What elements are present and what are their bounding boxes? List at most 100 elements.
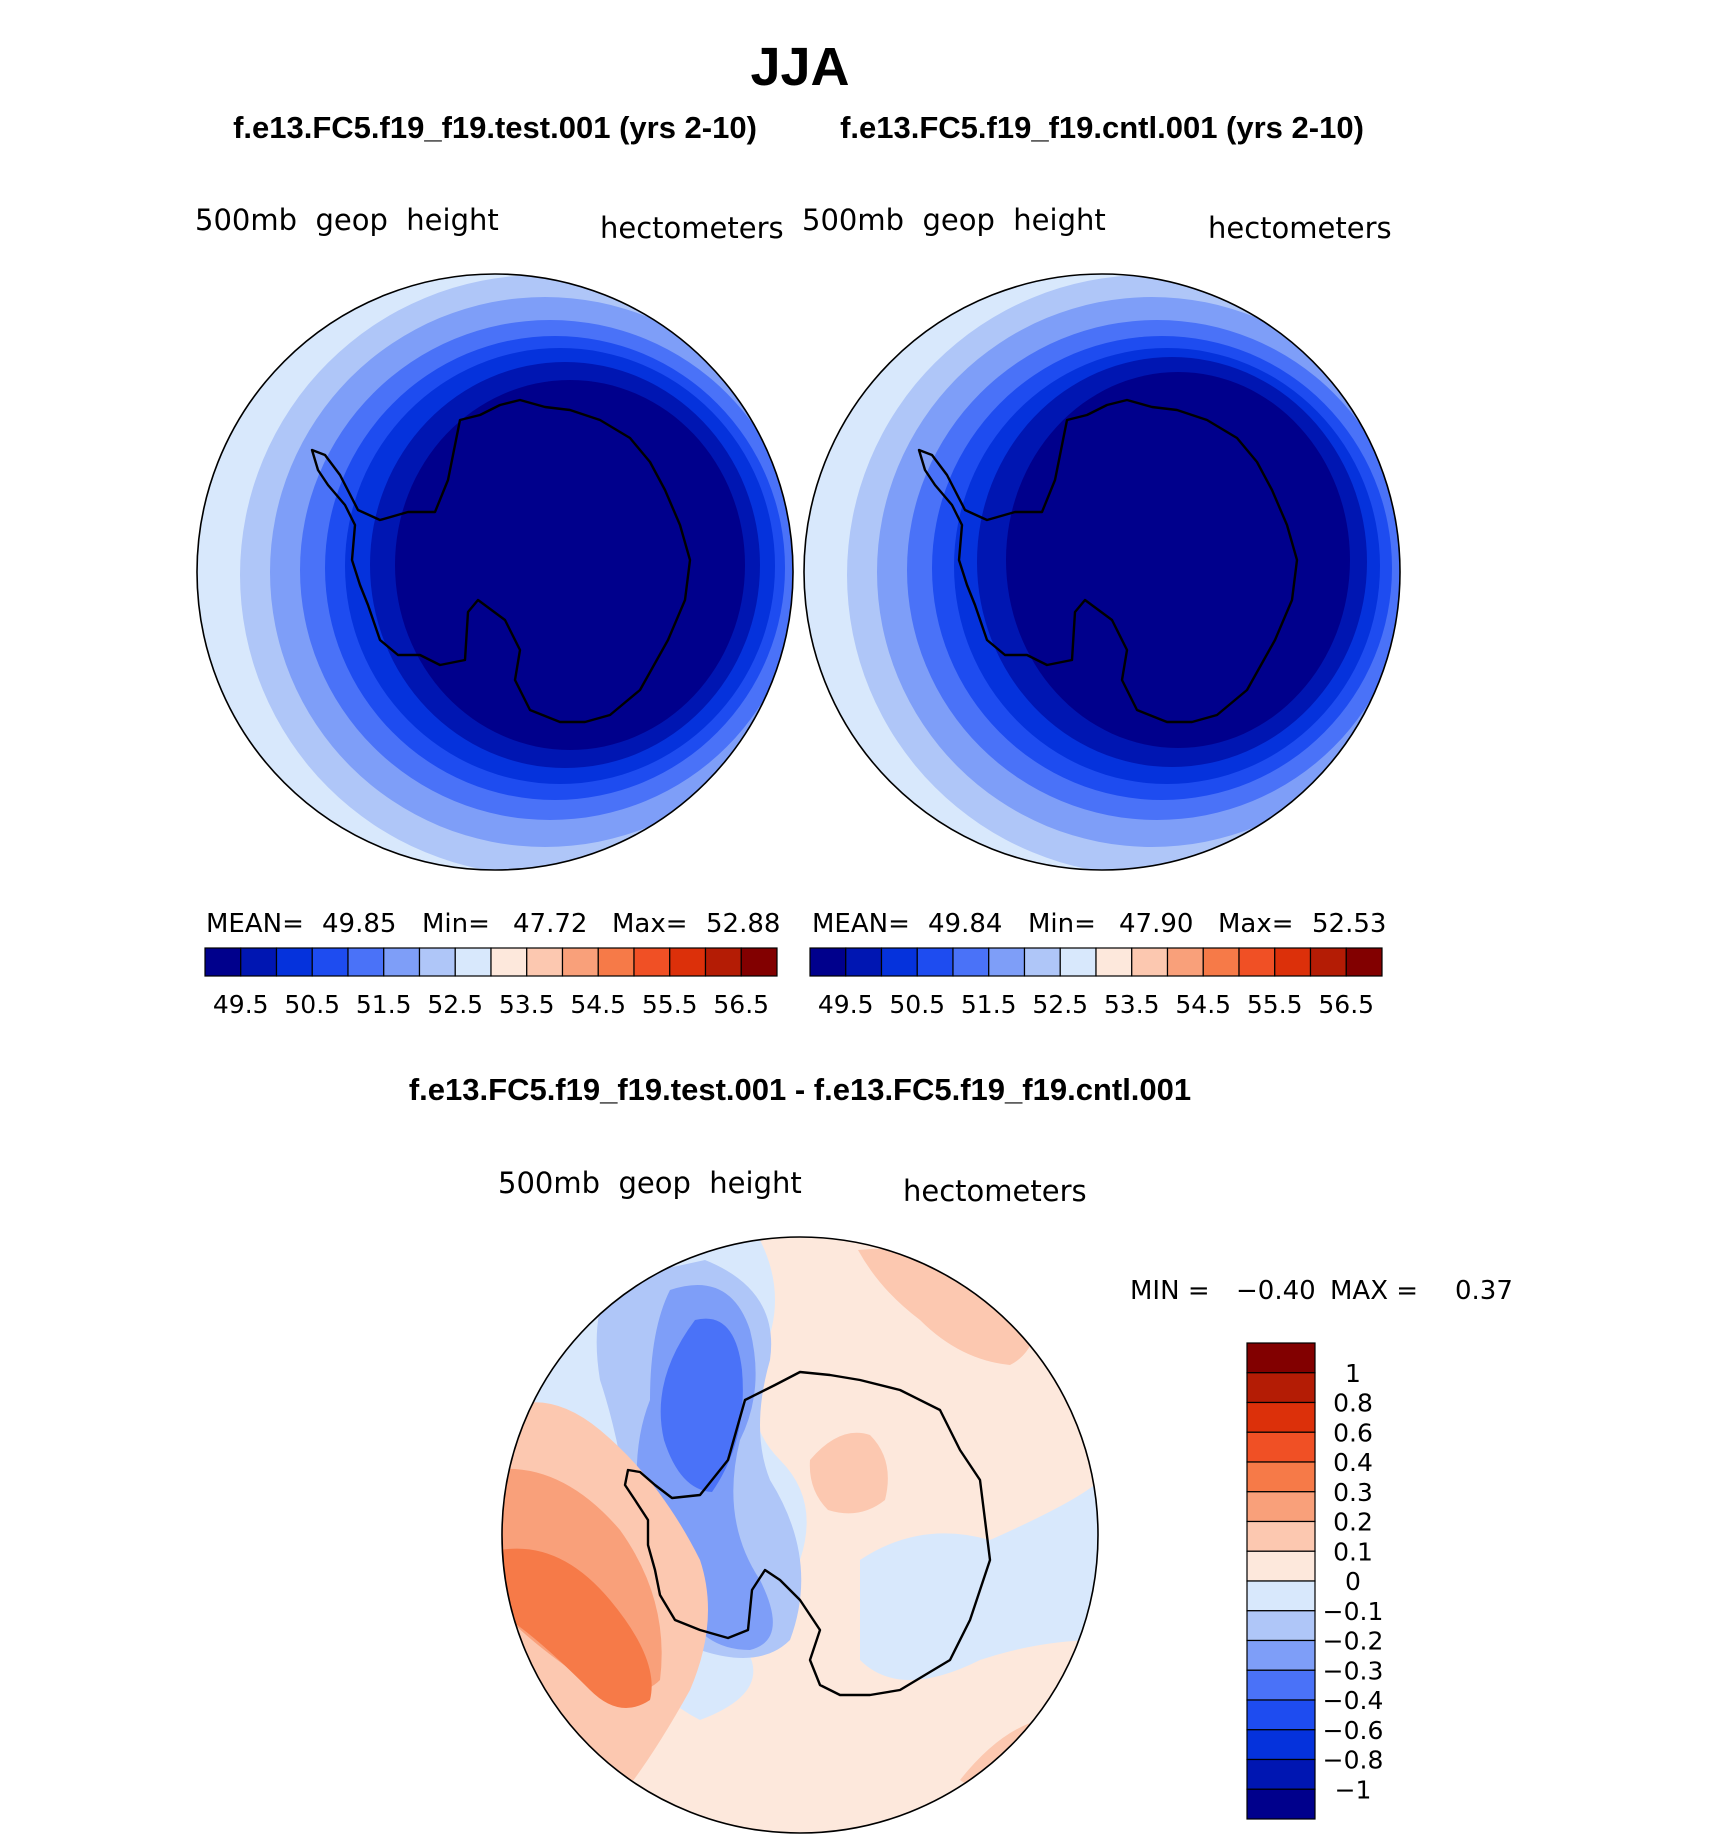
stats-cntl: MEAN= 49.84 Min= 47.90 Max= 52.53 (812, 909, 1386, 939)
colorbar-difference-swatch (1246, 1401, 1316, 1433)
colorbar-test-swatch (561, 947, 599, 977)
colorbar-difference-swatch (1246, 1461, 1316, 1493)
stat-max-label-cntl: Max= (1218, 909, 1294, 939)
colorbar-difference-swatch (1246, 1342, 1316, 1374)
stat-min-value-cntl: 47.90 (1119, 909, 1193, 939)
colorbar-cntl-swatch (1131, 947, 1169, 977)
colorbar-cntl-tick-label: 55.5 (1247, 990, 1303, 1019)
colorbar-test-swatch (418, 947, 456, 977)
map-panel-cntl (804, 274, 1400, 870)
diff-units-label: hectometers (903, 1174, 1087, 1208)
colorbar-difference-tick-label: −0.8 (1323, 1746, 1384, 1775)
colorbar-difference-tick-label: 0.4 (1333, 1448, 1373, 1477)
colorbar-difference-tick-label: 0.6 (1333, 1418, 1373, 1447)
colorbar-difference-swatch (1246, 1580, 1316, 1612)
colorbar-difference-tick-label: −0.2 (1323, 1627, 1384, 1656)
stat-mean-value-test: 49.85 (322, 909, 396, 939)
colorbar-difference-tick-label: 0.2 (1333, 1508, 1373, 1537)
colorbar-test-tick-label: 53.5 (499, 990, 555, 1019)
colorbar-test: 49.5 50.5 51.5 52.5 53.5 54.5 55.5 56.5 (204, 947, 778, 1019)
diff-min-label: MIN = (1130, 1276, 1210, 1306)
panel-left-units-label: hectometers (600, 211, 784, 245)
colorbar-cntl: 49.5 50.5 51.5 52.5 53.5 54.5 55.5 56.5 (809, 947, 1383, 1019)
colorbar-test-tick-label: 52.5 (427, 990, 483, 1019)
colorbar-test-swatch (597, 947, 635, 977)
colorbar-cntl-swatch (1202, 947, 1240, 977)
colorbar-difference-swatch (1246, 1699, 1316, 1731)
diff-min-value: −0.40 (1236, 1276, 1316, 1306)
colorbar-test-tick-label: 54.5 (570, 990, 626, 1019)
colorbar-difference-swatch (1246, 1729, 1316, 1761)
stat-max-value-cntl: 52.53 (1312, 909, 1386, 939)
panel-right-units-label: hectometers (1208, 211, 1392, 245)
colorbar-test-tick-label: 50.5 (284, 990, 340, 1019)
colorbar-difference-swatch (1246, 1491, 1316, 1523)
colorbar-cntl-tick-label: 51.5 (961, 990, 1017, 1019)
colorbar-test-tick-label: 49.5 (213, 990, 269, 1019)
colorbar-difference-tick-label: −0.4 (1323, 1686, 1384, 1715)
colorbar-cntl-swatch (1309, 947, 1347, 977)
colorbar-difference-swatch (1246, 1550, 1316, 1582)
colorbar-test-swatch (240, 947, 278, 977)
colorbar-cntl-swatch (1166, 947, 1204, 977)
diff-case-title: f.e13.FC5.f19_f19.test.001 - f.e13.FC5.f… (409, 1072, 1191, 1107)
diff-min-max: MIN = −0.40 MAX = 0.37 (1130, 1276, 1513, 1306)
colorbar-test-swatch (669, 947, 707, 977)
colorbar-test-tick-label: 56.5 (713, 990, 769, 1019)
map-panel-test (197, 274, 793, 870)
colorbar-cntl-swatch (1023, 947, 1061, 977)
colorbar-difference-swatch (1246, 1758, 1316, 1790)
colorbar-test-swatch (454, 947, 492, 977)
stat-mean-label-cntl: MEAN= (812, 909, 910, 939)
colorbar-difference-tick-label: 1 (1345, 1359, 1361, 1388)
diff-variable-label: 500mb geop height (498, 1166, 802, 1200)
diff-max-label: MAX = (1330, 1276, 1418, 1306)
colorbar-cntl-swatch (1238, 947, 1276, 977)
stat-max-label-test: Max= (612, 909, 688, 939)
map-frame-test (196, 273, 794, 871)
colorbar-difference-tick-label: 0.3 (1333, 1478, 1373, 1507)
colorbar-test-swatch (311, 947, 349, 977)
colorbar-difference-tick-label: −1 (1335, 1775, 1372, 1804)
stat-min-label-test: Min= (422, 909, 490, 939)
colorbar-difference-swatch (1246, 1610, 1316, 1642)
colorbar-test-swatch (740, 947, 778, 977)
panel-left-variable-label: 500mb geop height (195, 203, 499, 237)
map-panel-difference (502, 1237, 1098, 1833)
colorbar-cntl-swatch (952, 947, 990, 977)
antarctica-coastline-cntl (917, 398, 1299, 724)
colorbar-test-swatch (490, 947, 528, 977)
colorbar-cntl-swatch (1345, 947, 1383, 977)
map-frame-difference (501, 1236, 1099, 1834)
colorbar-cntl-tick-label: 52.5 (1032, 990, 1088, 1019)
colorbar-test-swatch (704, 947, 742, 977)
colorbar-test-tick-label: 55.5 (642, 990, 698, 1019)
colorbar-difference-swatch (1246, 1788, 1316, 1820)
stats-test: MEAN= 49.85 Min= 47.72 Max= 52.88 (206, 909, 780, 939)
colorbar-test-tick-label: 51.5 (356, 990, 412, 1019)
stat-max-value-test: 52.88 (706, 909, 780, 939)
stat-mean-value-cntl: 49.84 (928, 909, 1002, 939)
panel-right-case-title: f.e13.FC5.f19_f19.cntl.001 (yrs 2-10) (840, 110, 1364, 145)
stat-mean-label-test: MEAN= (206, 909, 304, 939)
colorbar-cntl-swatch (916, 947, 954, 977)
antarctica-coastline-difference (623, 1370, 992, 1697)
colorbar-difference-swatch (1246, 1639, 1316, 1671)
colorbar-cntl-tick-label: 56.5 (1318, 990, 1374, 1019)
colorbar-cntl-swatch (1059, 947, 1097, 977)
colorbar-difference: 10.80.60.40.30.20.10−0.1−0.2−0.3−0.4−0.6… (1246, 1342, 1384, 1820)
colorbar-difference-tick-label: −0.3 (1323, 1656, 1384, 1685)
colorbar-difference-tick-label: 0 (1345, 1567, 1361, 1596)
diff-max-value: 0.37 (1455, 1276, 1513, 1306)
stat-min-value-test: 47.72 (513, 909, 587, 939)
map-frame-cntl (803, 273, 1401, 871)
colorbar-cntl-swatch (809, 947, 847, 977)
colorbar-test-swatch (275, 947, 313, 977)
colorbar-difference-tick-label: 0.1 (1333, 1537, 1373, 1566)
colorbar-test-swatch (347, 947, 385, 977)
antarctica-coastline-test (310, 398, 692, 724)
panel-left-case-title: f.e13.FC5.f19_f19.test.001 (yrs 2-10) (233, 110, 757, 145)
colorbar-difference-tick-label: −0.1 (1323, 1597, 1384, 1626)
colorbar-cntl-swatch (988, 947, 1026, 977)
